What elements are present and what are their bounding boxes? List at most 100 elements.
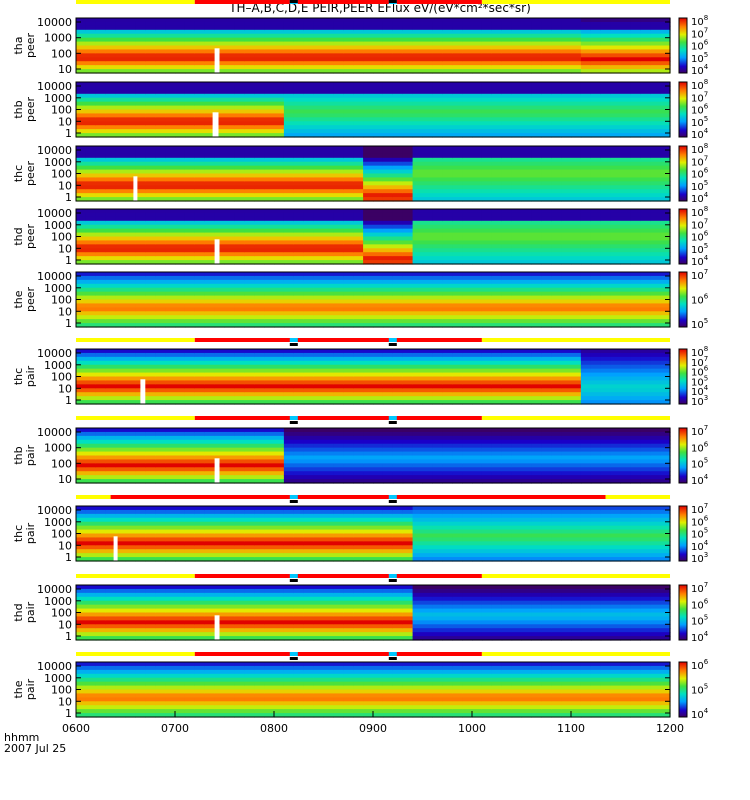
heatmap-cell [412, 303, 424, 308]
heatmap-cell [204, 185, 216, 190]
heatmap-cell [650, 181, 661, 186]
heatmap-cell [363, 89, 374, 95]
heatmap-cell [531, 53, 542, 58]
heatmap-cell [412, 283, 424, 289]
heatmap-cell [590, 236, 602, 242]
heatmap-cell [283, 113, 295, 118]
heatmap-cell [283, 256, 295, 261]
heatmap-cell [561, 319, 572, 324]
heatmap-cell [293, 356, 305, 362]
heatmap-cell [264, 287, 275, 293]
heatmap-cell [313, 65, 325, 70]
heatmap-cell [274, 392, 285, 397]
heatmap-cell [85, 57, 97, 62]
heatmap-cell [610, 109, 622, 115]
heatmap-cell [610, 21, 622, 27]
heatmap-cell [293, 384, 305, 389]
heatmap-cell [402, 232, 414, 238]
heatmap-cell [373, 65, 384, 70]
heatmap-cell [165, 105, 176, 111]
heatmap-cell [175, 149, 186, 155]
heatmap-cell [541, 232, 552, 238]
heatmap-cell [76, 197, 87, 202]
heatmap-cell [650, 307, 661, 312]
heatmap-cell [274, 169, 285, 175]
heatmap-cell [363, 161, 374, 167]
heatmap-cell [373, 117, 384, 122]
heatmap-cell [610, 220, 622, 226]
heatmap-cell [491, 25, 503, 31]
heatmap-cell [660, 41, 671, 47]
heatmap-cell [343, 53, 354, 58]
heatmap-cell [590, 299, 602, 305]
heatmap-cell [531, 177, 542, 182]
heatmap-cell [521, 82, 532, 87]
heatmap-cell [214, 105, 226, 111]
heatmap-cell [640, 93, 651, 99]
heatmap-cell [382, 37, 394, 43]
heatmap-cell [402, 129, 414, 134]
heatmap-cell [125, 260, 136, 265]
heatmap-cell [501, 29, 513, 35]
heatmap-cell [244, 323, 255, 328]
heatmap-cell [184, 364, 196, 370]
heatmap-cell [551, 82, 562, 87]
heatmap-cell [234, 360, 245, 366]
heatmap-cell [135, 153, 146, 159]
heatmap-cell [95, 117, 107, 122]
heatmap-cell [580, 216, 592, 222]
heatmap-cell [135, 37, 146, 43]
heatmap-cell [283, 41, 295, 47]
heatmap-cell [303, 240, 315, 245]
heatmap-cell [630, 57, 641, 62]
heatmap-cell [175, 352, 186, 358]
heatmap-cell [244, 65, 255, 70]
heatmap-cell [85, 400, 97, 405]
heatmap-cell [541, 53, 552, 58]
heatmap-cell [640, 236, 651, 242]
heatmap-cell [194, 185, 206, 190]
heatmap-cell [620, 29, 631, 35]
heatmap-cell [234, 193, 245, 198]
heatmap-cell [521, 388, 532, 393]
heatmap-cell [571, 236, 582, 242]
heatmap-cell [531, 260, 542, 265]
heatmap-cell [620, 224, 631, 230]
heatmap-cells [76, 272, 671, 328]
heatmap-cell [234, 93, 245, 99]
y-tick-label: 1 [65, 191, 72, 204]
heatmap-cell [610, 232, 622, 238]
heatmap-cell [432, 224, 443, 230]
heatmap-cell [95, 133, 107, 138]
heatmap-cell [402, 125, 414, 130]
heatmap-cell [402, 388, 414, 393]
heatmap-cell [204, 146, 216, 151]
heatmap-cell [303, 392, 315, 397]
heatmap-cell [303, 25, 315, 31]
y-tick-label: 10 [58, 242, 72, 255]
heatmap-cell [610, 129, 622, 134]
heatmap-cell [363, 153, 374, 159]
heatmap-cell [184, 121, 196, 126]
heatmap-cell [244, 85, 255, 91]
heatmap-cell [85, 33, 97, 39]
colorbar-tick-label: 104 [691, 63, 709, 77]
heatmap-cell [323, 396, 334, 401]
heatmap-cell [531, 105, 542, 111]
heatmap-cell [204, 173, 216, 179]
heatmap-cell [155, 252, 166, 257]
heatmap-cell [254, 228, 265, 234]
heatmap-cell [85, 376, 97, 382]
heatmap-cell [175, 380, 186, 385]
heatmap-cell [135, 307, 146, 312]
heatmap-cell [561, 161, 572, 167]
heatmap-cell [343, 216, 354, 222]
heatmap-cell [76, 193, 87, 198]
heatmap-cell [472, 157, 483, 163]
heatmap-cell [422, 146, 433, 151]
heatmap-cell [313, 388, 325, 393]
heatmap-cell [95, 372, 107, 378]
heatmap-cell [125, 25, 136, 31]
heatmap-cell [85, 146, 97, 151]
heatmap-cell [234, 388, 245, 393]
